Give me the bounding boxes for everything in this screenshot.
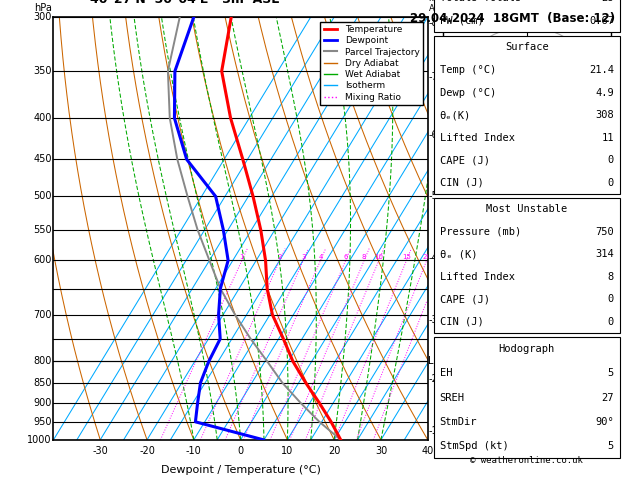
Text: 600: 600 bbox=[33, 256, 52, 265]
Text: 3: 3 bbox=[301, 255, 306, 260]
Text: 1000: 1000 bbox=[27, 435, 52, 445]
Text: θₑ (K): θₑ (K) bbox=[440, 249, 477, 259]
Legend: Temperature, Dewpoint, Parcel Trajectory, Dry Adiabat, Wet Adiabat, Isotherm, Mi: Temperature, Dewpoint, Parcel Trajectory… bbox=[320, 21, 423, 105]
Text: 10: 10 bbox=[374, 255, 384, 260]
Text: 4: 4 bbox=[318, 255, 323, 260]
Text: 550: 550 bbox=[33, 225, 52, 235]
Text: StmDir: StmDir bbox=[440, 417, 477, 427]
Text: © weatheronline.co.uk: © weatheronline.co.uk bbox=[470, 456, 583, 465]
Text: 20: 20 bbox=[422, 255, 431, 260]
Text: 2: 2 bbox=[277, 255, 282, 260]
Bar bbox=[434, 36, 620, 194]
Text: 40°27'N  50°04'E  -3m  ASL: 40°27'N 50°04'E -3m ASL bbox=[90, 0, 279, 6]
Text: Most Unstable: Most Unstable bbox=[486, 204, 567, 214]
Text: 28: 28 bbox=[601, 0, 614, 3]
Text: 4.9: 4.9 bbox=[595, 87, 614, 98]
Text: Temp (°C): Temp (°C) bbox=[440, 65, 496, 75]
Text: PW (cm): PW (cm) bbox=[440, 16, 483, 26]
Text: 27: 27 bbox=[601, 393, 614, 402]
Text: 0.67: 0.67 bbox=[589, 16, 614, 26]
Text: 300: 300 bbox=[33, 12, 52, 22]
Text: 700: 700 bbox=[33, 310, 52, 320]
Text: 400: 400 bbox=[33, 113, 52, 123]
Text: kt: kt bbox=[450, 23, 460, 33]
Text: 90°: 90° bbox=[595, 417, 614, 427]
Text: LCL: LCL bbox=[428, 356, 446, 366]
Text: -20: -20 bbox=[139, 446, 155, 456]
Text: θₑ(K): θₑ(K) bbox=[440, 110, 471, 120]
Text: 950: 950 bbox=[33, 417, 52, 427]
Text: 30: 30 bbox=[375, 446, 387, 456]
Text: 0: 0 bbox=[608, 177, 614, 188]
Text: hPa: hPa bbox=[34, 3, 52, 13]
Text: 450: 450 bbox=[33, 155, 52, 164]
Text: 0: 0 bbox=[238, 446, 243, 456]
Text: CIN (J): CIN (J) bbox=[440, 177, 483, 188]
Text: Pressure (mb): Pressure (mb) bbox=[440, 227, 521, 237]
Text: -5: -5 bbox=[428, 191, 438, 201]
Bar bbox=[434, 0, 620, 32]
Text: 8: 8 bbox=[608, 272, 614, 282]
Text: -7: -7 bbox=[428, 72, 438, 82]
Text: -10: -10 bbox=[186, 446, 202, 456]
Text: -30: -30 bbox=[92, 446, 108, 456]
Text: 0: 0 bbox=[608, 295, 614, 304]
Text: -4: -4 bbox=[428, 253, 438, 263]
Text: CIN (J): CIN (J) bbox=[440, 317, 483, 327]
Text: Surface: Surface bbox=[505, 42, 548, 52]
Bar bbox=[434, 198, 620, 333]
Text: 6: 6 bbox=[343, 255, 348, 260]
Text: StmSpd (kt): StmSpd (kt) bbox=[440, 441, 508, 451]
Text: 850: 850 bbox=[33, 378, 52, 388]
Text: 40: 40 bbox=[421, 446, 434, 456]
Text: 750: 750 bbox=[595, 227, 614, 237]
Text: 21.4: 21.4 bbox=[589, 65, 614, 75]
Text: 900: 900 bbox=[33, 398, 52, 408]
Text: CAPE (J): CAPE (J) bbox=[440, 155, 489, 165]
Text: 5: 5 bbox=[608, 441, 614, 451]
Text: 314: 314 bbox=[595, 249, 614, 259]
Text: 0: 0 bbox=[608, 155, 614, 165]
Bar bbox=[434, 337, 620, 458]
Text: SREH: SREH bbox=[440, 393, 465, 402]
Text: 11: 11 bbox=[601, 133, 614, 142]
Text: -6: -6 bbox=[428, 130, 438, 140]
Text: 0: 0 bbox=[608, 317, 614, 327]
Text: Lifted Index: Lifted Index bbox=[440, 272, 515, 282]
Text: CAPE (J): CAPE (J) bbox=[440, 295, 489, 304]
Text: 308: 308 bbox=[595, 110, 614, 120]
Text: Lifted Index: Lifted Index bbox=[440, 133, 515, 142]
Text: 8: 8 bbox=[362, 255, 367, 260]
Text: -3: -3 bbox=[428, 314, 438, 325]
Text: Mixing Ratio (g/kg): Mixing Ratio (g/kg) bbox=[460, 182, 470, 275]
Text: -1: -1 bbox=[428, 426, 438, 436]
Text: -2: -2 bbox=[428, 374, 438, 384]
Text: 350: 350 bbox=[33, 66, 52, 76]
Text: km
ASL: km ASL bbox=[428, 0, 444, 13]
Text: Dewpoint / Temperature (°C): Dewpoint / Temperature (°C) bbox=[160, 465, 321, 475]
Text: 5: 5 bbox=[608, 368, 614, 379]
Text: 29.04.2024  18GMT  (Base: 12): 29.04.2024 18GMT (Base: 12) bbox=[410, 12, 615, 25]
Text: 20: 20 bbox=[328, 446, 340, 456]
Text: -8: -8 bbox=[428, 18, 438, 28]
Text: Hodograph: Hodograph bbox=[499, 344, 555, 354]
Text: Totals Totals: Totals Totals bbox=[440, 0, 521, 3]
Text: 500: 500 bbox=[33, 191, 52, 201]
Text: 1: 1 bbox=[240, 255, 244, 260]
Text: 10: 10 bbox=[281, 446, 294, 456]
Text: 800: 800 bbox=[33, 356, 52, 366]
Text: Dewp (°C): Dewp (°C) bbox=[440, 87, 496, 98]
Text: EH: EH bbox=[440, 368, 452, 379]
Text: 15: 15 bbox=[402, 255, 411, 260]
